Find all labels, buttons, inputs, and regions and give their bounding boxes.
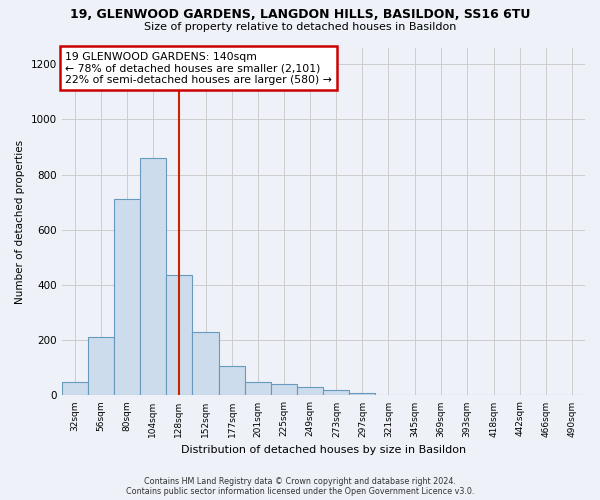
- Bar: [219, 366, 245, 396]
- Text: 19 GLENWOOD GARDENS: 140sqm
← 78% of detached houses are smaller (2,101)
22% of : 19 GLENWOOD GARDENS: 140sqm ← 78% of det…: [65, 52, 332, 85]
- Text: Size of property relative to detached houses in Basildon: Size of property relative to detached ho…: [144, 22, 456, 32]
- X-axis label: Distribution of detached houses by size in Basildon: Distribution of detached houses by size …: [181, 445, 466, 455]
- Bar: [323, 390, 349, 396]
- Bar: [62, 382, 88, 396]
- Bar: [114, 200, 140, 396]
- Bar: [166, 276, 192, 396]
- Bar: [192, 332, 219, 396]
- Bar: [245, 382, 271, 396]
- Bar: [297, 387, 323, 396]
- Text: 19, GLENWOOD GARDENS, LANGDON HILLS, BASILDON, SS16 6TU: 19, GLENWOOD GARDENS, LANGDON HILLS, BAS…: [70, 8, 530, 20]
- Bar: [88, 338, 114, 396]
- Bar: [349, 392, 376, 396]
- Bar: [271, 384, 297, 396]
- Text: Contains HM Land Registry data © Crown copyright and database right 2024.
Contai: Contains HM Land Registry data © Crown c…: [126, 476, 474, 496]
- Bar: [140, 158, 166, 396]
- Y-axis label: Number of detached properties: Number of detached properties: [15, 140, 25, 304]
